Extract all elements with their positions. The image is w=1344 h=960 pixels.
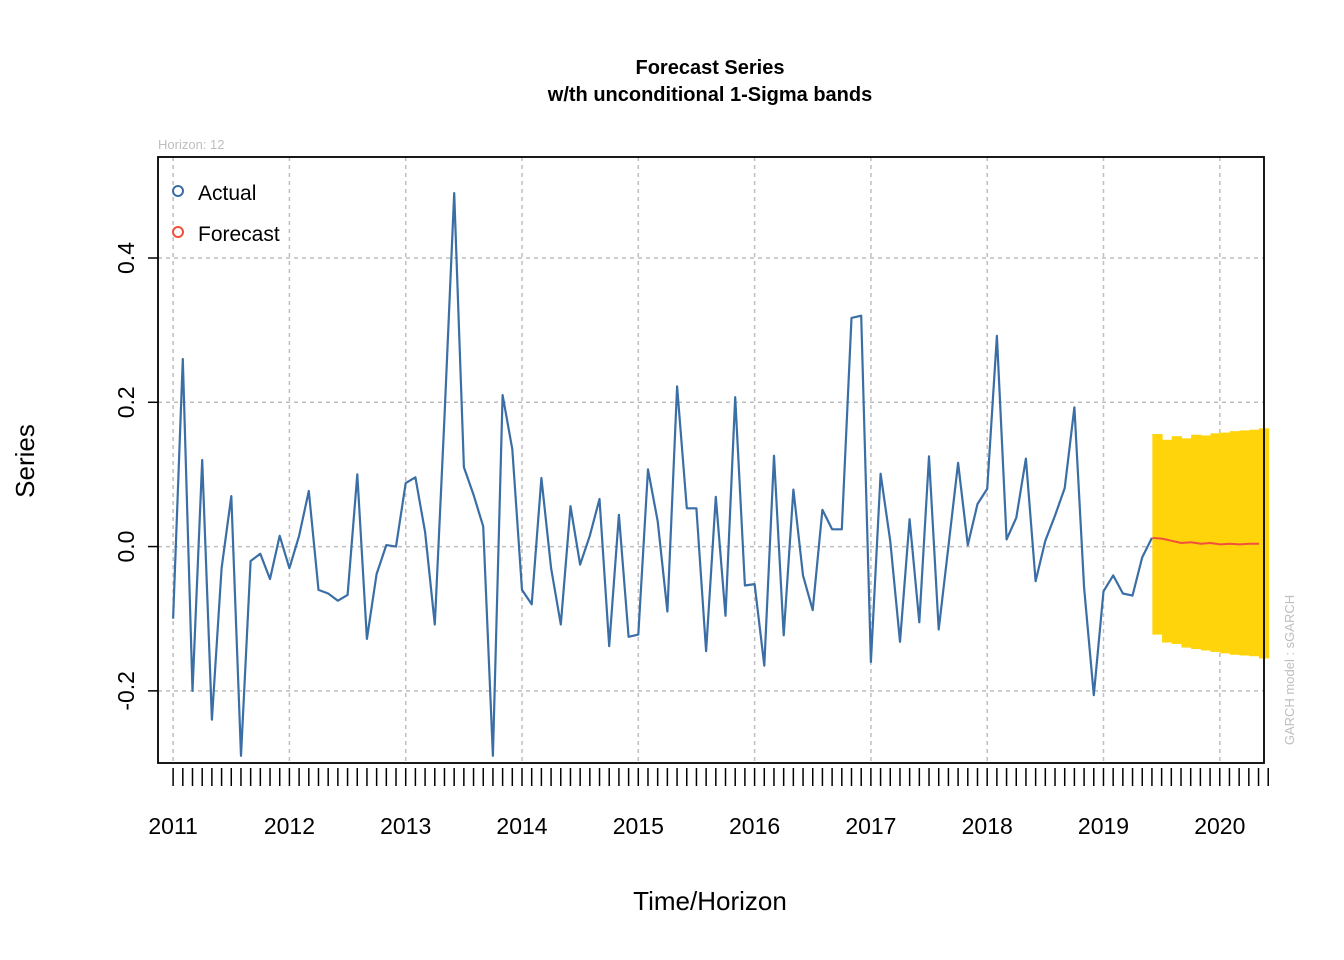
band-segment — [1210, 433, 1221, 652]
horizon-label: Horizon: 12 — [158, 137, 224, 152]
x-tick-label: 2018 — [962, 813, 1013, 839]
plot-frame — [157, 156, 1265, 764]
actual-line — [172, 192, 1153, 757]
x-tick-label: 2013 — [380, 813, 431, 839]
band-segment — [1152, 434, 1163, 635]
forecast-line — [1152, 536, 1259, 546]
y-axis: -0.2 0.0 0.2 0.4 — [113, 242, 158, 711]
y-tick-label: 0.2 — [113, 386, 139, 418]
x-tick-label: 2017 — [845, 813, 896, 839]
legend-actual-marker — [172, 185, 184, 197]
x-tick-label: 2011 — [148, 813, 197, 839]
y-axis-label: Series — [10, 424, 40, 498]
x-tick-label: 2015 — [613, 813, 664, 839]
x-tick-label: 2014 — [496, 813, 547, 839]
x-axis-label: Time/Horizon — [633, 886, 787, 916]
band-segment — [1229, 431, 1241, 655]
y-tick-label: -0.2 — [113, 671, 139, 711]
band-segment — [1239, 430, 1250, 656]
legend: Actual Forecast — [172, 182, 280, 246]
grid-lines — [158, 157, 1264, 763]
model-label: GARCH model : sGARCH — [1282, 595, 1297, 745]
x-tick-label: 2019 — [1078, 813, 1129, 839]
x-tick-label: 2016 — [729, 813, 780, 839]
x-axis: 2011 2012 2013 2014 2015 2016 2017 2018 2019 2020 — [148, 768, 1269, 839]
x-tick-label: 2020 — [1194, 813, 1245, 839]
y-tick-label: 0.4 — [113, 242, 139, 274]
y-tick-label: 0.0 — [113, 531, 139, 563]
chart-title: Forecast Series — [636, 57, 785, 79]
legend-forecast-marker — [172, 226, 184, 238]
band-segment — [1171, 436, 1183, 644]
legend-forecast-label: Forecast — [198, 223, 280, 246]
band-segment — [1220, 432, 1231, 654]
chart-subtitle: w/th unconditional 1-Sigma bands — [547, 84, 872, 106]
legend-actual-label: Actual — [198, 182, 256, 205]
x-tick-label: 2012 — [264, 813, 315, 839]
band-segment — [1191, 434, 1202, 650]
band-segment — [1162, 439, 1173, 643]
series-lines — [172, 192, 1259, 757]
